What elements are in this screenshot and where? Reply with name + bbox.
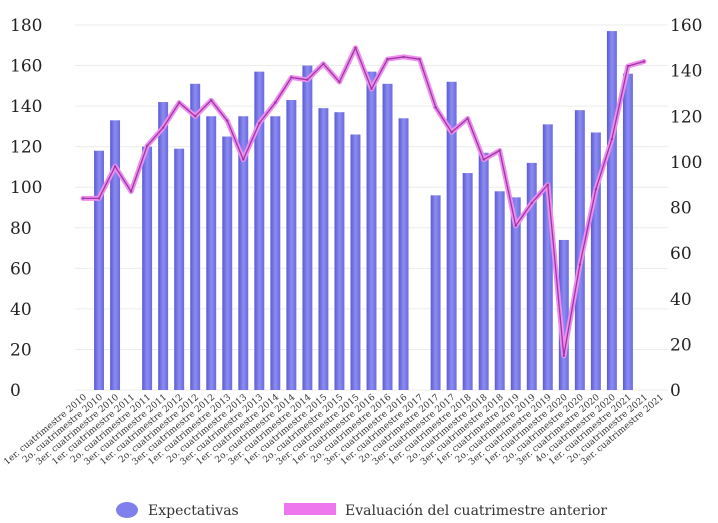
line-point: [514, 224, 517, 227]
left-tick-label: 140: [10, 97, 42, 117]
right-axis: 0 20 40 60 80 100 120 140 160: [670, 16, 702, 401]
bar-series: [94, 31, 633, 391]
legend-label-evaluacion: Evaluación del cuatrimestre anterior: [345, 503, 607, 519]
line-point: [466, 117, 469, 120]
bar: [494, 191, 505, 390]
line-point: [290, 76, 293, 79]
left-tick-label: 20: [10, 340, 32, 360]
legend-label-expectativas: Expectativas: [148, 503, 239, 519]
bar: [254, 71, 265, 390]
right-tick-label: 100: [670, 153, 702, 173]
bar: [94, 150, 105, 390]
left-tick-label: 180: [10, 16, 42, 36]
bar: [430, 195, 441, 390]
line-point: [450, 131, 453, 134]
bar: [158, 102, 169, 391]
right-tick-label: 120: [670, 107, 702, 127]
line-point: [546, 183, 549, 186]
bar: [302, 65, 313, 391]
line-point: [113, 165, 117, 168]
left-tick-label: 60: [10, 259, 32, 279]
line-point: [370, 87, 373, 91]
line-point: [242, 158, 245, 161]
right-tick-label: 0: [670, 381, 681, 401]
line-point: [338, 80, 341, 84]
line-point: [530, 201, 533, 205]
line-point: [354, 46, 357, 50]
line-point: [258, 121, 261, 125]
line-point: [578, 263, 582, 266]
bar: [174, 148, 185, 390]
bar: [526, 162, 537, 390]
line-point: [418, 58, 421, 61]
line-point: [562, 354, 566, 357]
legend: Expectativas Evaluación del cuatrimestre…: [116, 502, 607, 519]
legend-swatch-evaluacion: [284, 503, 336, 515]
left-tick-label: 100: [10, 178, 42, 198]
right-tick-label: 140: [670, 62, 702, 82]
line-series-path: [83, 47, 645, 357]
right-tick-label: 160: [670, 16, 702, 36]
bar: [334, 112, 345, 390]
bar: [222, 136, 233, 390]
left-tick-label: 120: [10, 138, 42, 158]
bar: [398, 118, 409, 391]
left-axis: 0 20 40 60 80 100 120 140 160 180: [10, 16, 42, 401]
line-point: [177, 101, 181, 104]
left-tick-label: 0: [10, 381, 21, 401]
left-tick-label: 80: [10, 219, 32, 239]
bar: [606, 31, 617, 390]
bar: [590, 132, 601, 390]
line-point: [145, 144, 149, 148]
line-point: [97, 197, 101, 200]
legend-swatch-expectativas: [116, 502, 138, 518]
line-point: [210, 99, 213, 102]
bar: [270, 116, 281, 390]
line-point: [594, 188, 598, 191]
bar: [622, 73, 633, 391]
bar: [190, 83, 201, 391]
line-series: [80, 45, 647, 359]
bar: [478, 152, 489, 390]
right-tick-label: 60: [670, 244, 692, 264]
bar: [558, 239, 569, 390]
bar: [350, 134, 361, 390]
bar: [382, 83, 393, 391]
line-point: [81, 197, 85, 200]
line-point: [610, 137, 614, 141]
line-point: [434, 105, 437, 109]
bar: [446, 81, 457, 391]
right-tick-label: 80: [670, 199, 692, 219]
line-point: [402, 55, 405, 59]
right-tick-label: 20: [670, 335, 692, 355]
bar: [286, 100, 297, 391]
line-point: [386, 58, 389, 61]
line-point: [306, 78, 309, 81]
bar: [462, 173, 473, 390]
line-point: [322, 62, 325, 65]
bar: [142, 146, 153, 390]
bar: [238, 116, 249, 390]
line-point: [226, 119, 229, 123]
line-point: [194, 115, 197, 118]
bar: [366, 71, 377, 390]
line-point: [161, 126, 165, 129]
bar: [318, 108, 329, 390]
line-point: [274, 101, 277, 104]
line-point: [626, 64, 630, 68]
line-point: [498, 149, 501, 152]
left-tick-label: 160: [10, 57, 42, 77]
line-point: [642, 60, 646, 63]
bar: [110, 120, 121, 391]
line-point: [482, 158, 485, 161]
right-tick-label: 40: [670, 290, 692, 310]
bar: [510, 197, 521, 390]
bar: [206, 116, 217, 390]
bar: [574, 110, 585, 391]
line-point: [129, 190, 133, 193]
bar: [542, 124, 553, 390]
left-tick-label: 40: [10, 300, 32, 320]
